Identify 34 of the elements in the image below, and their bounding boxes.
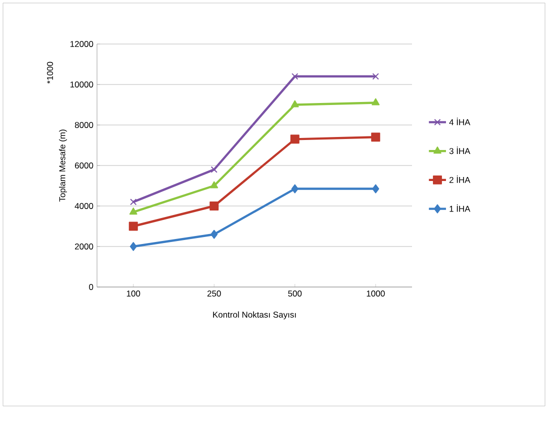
x-tick-label: 100	[126, 290, 140, 297]
point	[210, 181, 218, 188]
point	[372, 98, 380, 106]
point	[372, 184, 380, 194]
x-tick-label: 250	[207, 290, 221, 297]
text: *1000	[47, 62, 54, 84]
point	[210, 202, 219, 210]
point	[371, 132, 380, 142]
y-axis-title: Toplam Mesafe (m)	[59, 130, 67, 202]
legend-label: 2 İHA	[449, 175, 470, 183]
point	[210, 230, 218, 239]
x-tick-label: 1000	[366, 290, 385, 297]
point	[292, 73, 298, 80]
y-tick-label: 10000	[70, 81, 94, 88]
point	[130, 242, 137, 251]
y-tick-label: 4000	[74, 202, 94, 210]
y-tick-label: 0	[89, 284, 94, 290]
point	[210, 166, 218, 173]
point	[129, 208, 138, 215]
legend-label: 4 İHA	[449, 118, 470, 126]
y-tick-label: 6000	[75, 162, 94, 169]
legend-label: 1 İHA	[450, 204, 470, 212]
y-tick-label: 8000	[74, 122, 94, 128]
point	[128, 222, 138, 231]
point	[130, 198, 137, 206]
point	[290, 134, 300, 144]
legend-label: 3 İHA	[449, 146, 470, 154]
point	[372, 73, 379, 80]
y-tick-label: 12000	[70, 40, 94, 48]
y-tick-label: 2000	[74, 244, 94, 250]
point	[290, 100, 299, 108]
x-axis-title: Kontrol Noktası Sayısı	[213, 311, 296, 320]
x-tick-label: 500	[288, 290, 302, 297]
point	[291, 184, 298, 194]
